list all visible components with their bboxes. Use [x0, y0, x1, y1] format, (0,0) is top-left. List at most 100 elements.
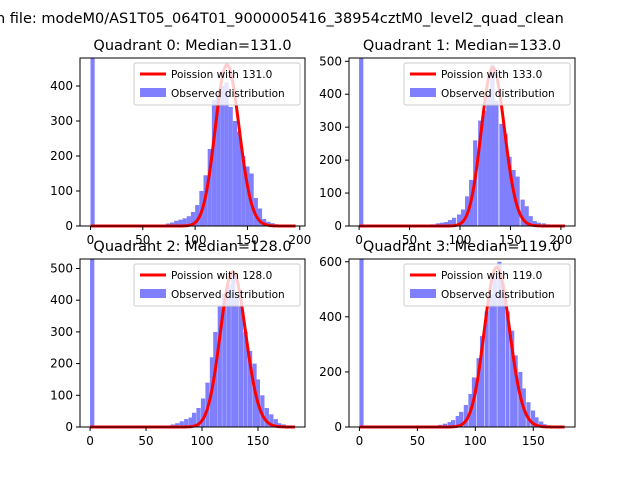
histogram-bar: [234, 293, 239, 427]
histogram-bar: [490, 64, 495, 226]
histogram-bar: [236, 131, 242, 226]
legend: Poission with 131.0 Observed distribution: [133, 62, 301, 106]
histogram-bar: [90, 259, 95, 427]
histogram-bar: [447, 422, 452, 427]
histogram-bar: [499, 123, 504, 226]
y-tick-label: 300: [50, 114, 73, 128]
subplot-title: Quadrant 3: Median=119.0: [363, 239, 561, 255]
subplot-title: Quadrant 1: Median=133.0: [363, 38, 561, 54]
histogram-bar: [243, 331, 248, 427]
histogram-bar: [191, 412, 197, 427]
histogram-bar: [217, 306, 222, 427]
histogram-bar: [476, 358, 481, 427]
legend-entry-label: Observed distribution: [441, 289, 555, 301]
y-tick-label: 400: [319, 310, 342, 324]
x-tick-label: 200: [549, 233, 572, 247]
legend-entry-label: Poission with 119.0: [441, 270, 542, 282]
legend-patch-swatch: [410, 289, 436, 298]
histogram-bar: [443, 222, 449, 226]
legend-box: [133, 263, 301, 307]
histogram-bar: [207, 149, 212, 226]
histogram-bar: [178, 219, 183, 226]
y-tick-label: 200: [319, 365, 342, 379]
legend-entry-label: Observed distribution: [171, 88, 285, 100]
axes-frame: [348, 57, 576, 227]
subplots-container: 0 50 100 150 200 0 100 200 300 400 Quadrant 0: Med…: [50, 38, 576, 448]
axes-frame: [79, 258, 306, 428]
histogram-bar: [90, 58, 95, 226]
histogram-bar: [224, 82, 229, 226]
y-tick-label: 100: [50, 184, 73, 198]
histogram-bar: [532, 221, 537, 226]
y-tick-label: 400: [50, 79, 73, 93]
histogram-bar: [174, 220, 179, 226]
histogram-bar: [190, 212, 196, 226]
histogram-bar: [456, 214, 462, 226]
x-tick-label: 100: [184, 233, 207, 247]
y-tick-label: 100: [319, 186, 342, 200]
histogram-bar: [182, 218, 187, 226]
legend-entry-label: Observed distribution: [171, 289, 285, 301]
histogram-bar: [200, 398, 206, 427]
histogram-bar: [507, 156, 512, 226]
histogram-bar: [238, 306, 244, 427]
histogram-bar: [539, 421, 544, 427]
histogram-bar: [213, 331, 218, 427]
legend-entry-label: Poission with 128.0: [171, 270, 272, 282]
histogram-bar: [257, 208, 263, 226]
histogram-bar: [513, 355, 518, 427]
histogram-bar: [447, 220, 453, 226]
histogram-bar: [510, 330, 515, 427]
histogram-bar: [479, 336, 485, 427]
legend-box: [403, 62, 571, 106]
axes-frame: [348, 258, 576, 428]
histogram-bar: [460, 209, 466, 226]
axes-frame: [79, 57, 306, 227]
histogram-bar: [494, 100, 499, 226]
histogram-bar: [196, 407, 201, 427]
x-tick-label: 100: [464, 434, 487, 448]
histogram-bar: [179, 421, 184, 427]
histogram-bar: [536, 222, 541, 226]
legend-entry-label: Poission with 133.0: [441, 69, 542, 81]
y-tick-label: 200: [50, 149, 73, 163]
subplot-quadrant-2: 0 50 100 150 0 100 200 300 400 500 Quadrant 2: Med…: [50, 239, 306, 448]
x-tick-label: 50: [135, 233, 150, 247]
histogram-bar: [264, 407, 269, 427]
x-tick-label: 200: [288, 233, 311, 247]
histogram-bar: [442, 423, 448, 427]
histogram-bar: [520, 199, 525, 226]
y-tick-label: 0: [334, 420, 342, 434]
histogram-bar: [216, 91, 221, 226]
x-tick-label: 0: [356, 434, 364, 448]
histogram-bar: [489, 294, 494, 427]
x-tick-label: 0: [87, 233, 95, 247]
histogram-bar: [170, 222, 175, 226]
histogram-bar: [534, 417, 539, 427]
histogram-bar: [175, 423, 180, 427]
histogram-bar: [484, 311, 489, 427]
histogram-bar: [455, 415, 460, 427]
subplot-title: Quadrant 2: Median=128.0: [93, 239, 291, 255]
histogram-bar: [359, 259, 364, 427]
subplot-quadrant-0: 0 50 100 150 200 0 100 200 300 400 Quadrant 0: Med…: [50, 38, 311, 247]
y-tick-label: 400: [50, 293, 73, 307]
histogram-bar: [186, 216, 191, 226]
y-tick-label: 100: [50, 388, 73, 402]
x-tick-label: 0: [86, 434, 94, 448]
y-tick-label: 600: [319, 255, 342, 269]
x-tick-label: 100: [191, 434, 214, 448]
histogram-bar: [184, 419, 189, 427]
histogram-bar: [269, 414, 274, 427]
histogram-bar: [492, 278, 497, 427]
histogram-bar: [482, 110, 487, 226]
histogram-bar: [439, 222, 445, 226]
y-tick-label: 300: [319, 120, 342, 134]
legend-box: [133, 62, 301, 106]
legend-entry-label: Observed distribution: [441, 88, 555, 100]
histogram-bar: [188, 417, 193, 427]
histogram-bar: [505, 311, 510, 427]
x-tick-label: 150: [522, 434, 545, 448]
histogram-bar: [228, 107, 233, 226]
